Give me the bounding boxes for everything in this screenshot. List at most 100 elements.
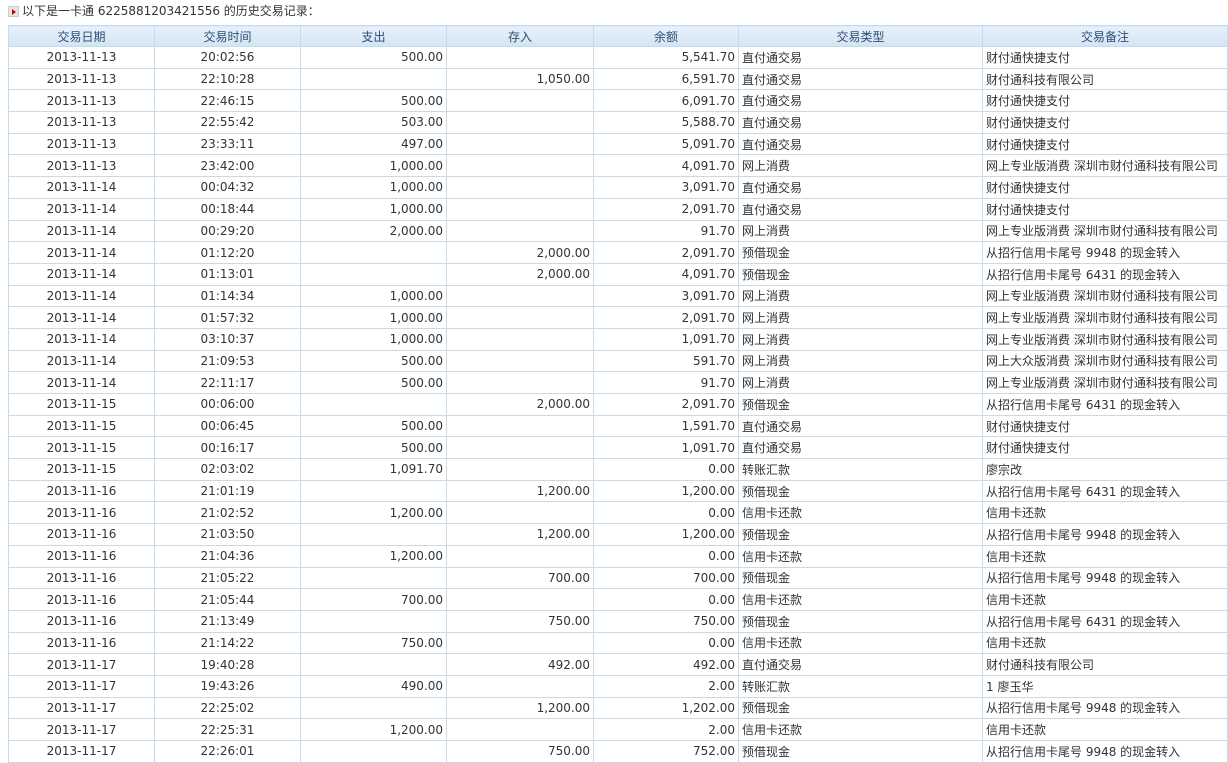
table-row: 2013-11-16 21:04:36 1,200.00 0.00 信用卡还款 信用卡还款 <box>8 544 1228 568</box>
table-cell: 22:25:02 <box>154 696 301 720</box>
table-cell: 22:10:28 <box>154 67 301 91</box>
table-cell <box>300 241 447 264</box>
table-cell: 750.00 <box>446 609 594 633</box>
table-row: 2013-11-14 03:10:37 1,000.00 1,091.70 网上消费 网上… <box>8 327 1228 351</box>
table-cell: 2,000.00 <box>446 241 594 264</box>
table-cell: 预借现金 <box>738 241 983 264</box>
table-row: 2013-11-16 21:01:19 1,200.00 1,200.00 预借现金 从招… <box>8 479 1228 503</box>
table-cell: 1,200.00 <box>446 523 594 546</box>
table-cell: 2013-11-14 <box>8 241 155 264</box>
table-cell: 直付通交易 <box>738 46 983 69</box>
table-cell: 5,091.70 <box>593 132 739 156</box>
table-cell: 2,091.70 <box>593 241 739 264</box>
table-cell <box>446 631 594 655</box>
table-cell: 转账汇款 <box>738 674 983 698</box>
table-cell: 2013-11-15 <box>8 414 155 438</box>
table-row: 2013-11-16 21:02:52 1,200.00 0.00 信用卡还款 信用卡还款 <box>8 501 1228 525</box>
table-cell: 直付通交易 <box>738 197 983 221</box>
table-cell: 2013-11-14 <box>8 176 155 199</box>
table-cell: 直付通交易 <box>738 436 983 460</box>
table-cell: 503.00 <box>300 111 447 134</box>
table-cell: 1,200.00 <box>446 696 594 720</box>
table-cell: 1,000.00 <box>300 197 447 221</box>
table-cell: 0.00 <box>593 501 739 525</box>
table-row: 2013-11-13 22:46:15 500.00 6,091.70 直付通交易 财付通… <box>8 89 1228 113</box>
table-cell: 752.00 <box>593 740 739 763</box>
table-cell: 预借现金 <box>738 566 983 590</box>
table-cell <box>300 67 447 91</box>
table-cell: 0.00 <box>593 631 739 655</box>
table-cell: 500.00 <box>300 349 447 373</box>
table-cell: 21:02:52 <box>154 501 301 525</box>
table-cell: 网上专业版消费 深圳市财付通科技有限公司 <box>982 371 1228 394</box>
table-cell: 6,591.70 <box>593 67 739 91</box>
table-cell: 5,588.70 <box>593 111 739 134</box>
table-cell <box>446 501 594 525</box>
table-cell <box>446 544 594 568</box>
table-cell: 00:06:00 <box>154 393 301 416</box>
table-cell: 4,091.70 <box>593 154 739 178</box>
table-cell: 01:13:01 <box>154 262 301 286</box>
table-cell: 21:01:19 <box>154 479 301 503</box>
table-cell: 500.00 <box>300 414 447 438</box>
table-cell: 2013-11-16 <box>8 523 155 546</box>
table-cell <box>446 436 594 460</box>
table-cell: 网上专业版消费 深圳市财付通科技有限公司 <box>982 327 1228 351</box>
table-cell <box>446 284 594 308</box>
table-cell: 从招行信用卡尾号 6431 的现金转入 <box>982 609 1228 633</box>
table-cell: 网上消费 <box>738 284 983 308</box>
table-cell <box>446 219 594 243</box>
table-cell: 财付通快捷支付 <box>982 111 1228 134</box>
table-cell: 网上消费 <box>738 371 983 394</box>
table-cell: 2,091.70 <box>593 306 739 329</box>
header-row: 交易日期 交易时间 支出 存入 余额 交易类型 交易备注 <box>8 25 1228 47</box>
table-body: 2013-11-13 20:02:56 500.00 5,541.70 直付通交易 财付通… <box>8 46 1228 763</box>
table-row: 2013-11-13 20:02:56 500.00 5,541.70 直付通交易 财付通… <box>8 46 1228 69</box>
table-row: 2013-11-17 22:26:01 750.00 752.00 预借现金 从招行信用卡… <box>8 740 1228 763</box>
table-cell: 1,200.00 <box>593 523 739 546</box>
table-cell: 直付通交易 <box>738 414 983 438</box>
table-row: 2013-11-15 02:03:02 1,091.70 0.00 转账汇款 廖宗改 <box>8 458 1228 481</box>
table-cell: 0.00 <box>593 544 739 568</box>
bullet-icon <box>8 6 19 17</box>
table-cell: 财付通快捷支付 <box>982 176 1228 199</box>
table-row: 2013-11-16 21:05:22 700.00 700.00 预借现金 从招行信用卡… <box>8 566 1228 590</box>
table-cell: 预借现金 <box>738 262 983 286</box>
table-cell: 00:29:20 <box>154 219 301 243</box>
table-cell: 1,000.00 <box>300 176 447 199</box>
table-cell: 从招行信用卡尾号 6431 的现金转入 <box>982 479 1228 503</box>
table-row: 2013-11-17 22:25:31 1,200.00 2.00 信用卡还款 信用卡还款 <box>8 718 1228 741</box>
table-cell: 2013-11-16 <box>8 566 155 590</box>
table-cell: 信用卡还款 <box>982 718 1228 741</box>
table-cell: 2013-11-15 <box>8 393 155 416</box>
table-cell: 财付通快捷支付 <box>982 436 1228 460</box>
table-cell: 01:57:32 <box>154 306 301 329</box>
table-cell: 19:40:28 <box>154 653 301 676</box>
table-cell: 6,091.70 <box>593 89 739 113</box>
table-cell: 750.00 <box>300 631 447 655</box>
table-cell <box>446 46 594 69</box>
table-cell: 财付通科技有限公司 <box>982 653 1228 676</box>
table-cell: 500.00 <box>300 46 447 69</box>
table-cell: 1,000.00 <box>300 306 447 329</box>
table-cell: 2013-11-13 <box>8 89 155 113</box>
table-cell: 2013-11-17 <box>8 653 155 676</box>
table-cell: 廖宗改 <box>982 458 1228 481</box>
table-cell: 2,000.00 <box>446 393 594 416</box>
table-cell: 2013-11-14 <box>8 306 155 329</box>
table-cell: 0.00 <box>593 588 739 611</box>
table-cell: 信用卡还款 <box>738 588 983 611</box>
table-cell: 信用卡还款 <box>738 718 983 741</box>
table-cell: 21:09:53 <box>154 349 301 373</box>
table-cell: 从招行信用卡尾号 6431 的现金转入 <box>982 393 1228 416</box>
table-cell: 从招行信用卡尾号 6431 的现金转入 <box>982 262 1228 286</box>
table-cell: 直付通交易 <box>738 67 983 91</box>
table-cell: 直付通交易 <box>738 111 983 134</box>
table-cell <box>446 132 594 156</box>
table-cell: 网上消费 <box>738 349 983 373</box>
table-row: 2013-11-14 01:57:32 1,000.00 2,091.70 网上消费 网上… <box>8 306 1228 329</box>
table-cell <box>446 718 594 741</box>
table-cell: 3,091.70 <box>593 176 739 199</box>
table-cell <box>446 588 594 611</box>
table-cell: 从招行信用卡尾号 9948 的现金转入 <box>982 523 1228 546</box>
